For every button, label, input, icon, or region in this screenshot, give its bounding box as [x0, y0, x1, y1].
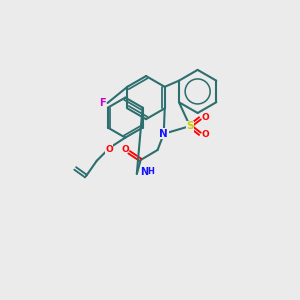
Text: O: O: [202, 130, 209, 139]
Text: N: N: [159, 129, 168, 139]
Text: O: O: [122, 145, 129, 154]
Text: N: N: [140, 167, 148, 176]
Text: O: O: [202, 113, 209, 122]
Text: F: F: [99, 98, 106, 108]
Text: O: O: [105, 145, 113, 154]
Text: S: S: [186, 121, 194, 131]
Text: H: H: [147, 167, 154, 176]
